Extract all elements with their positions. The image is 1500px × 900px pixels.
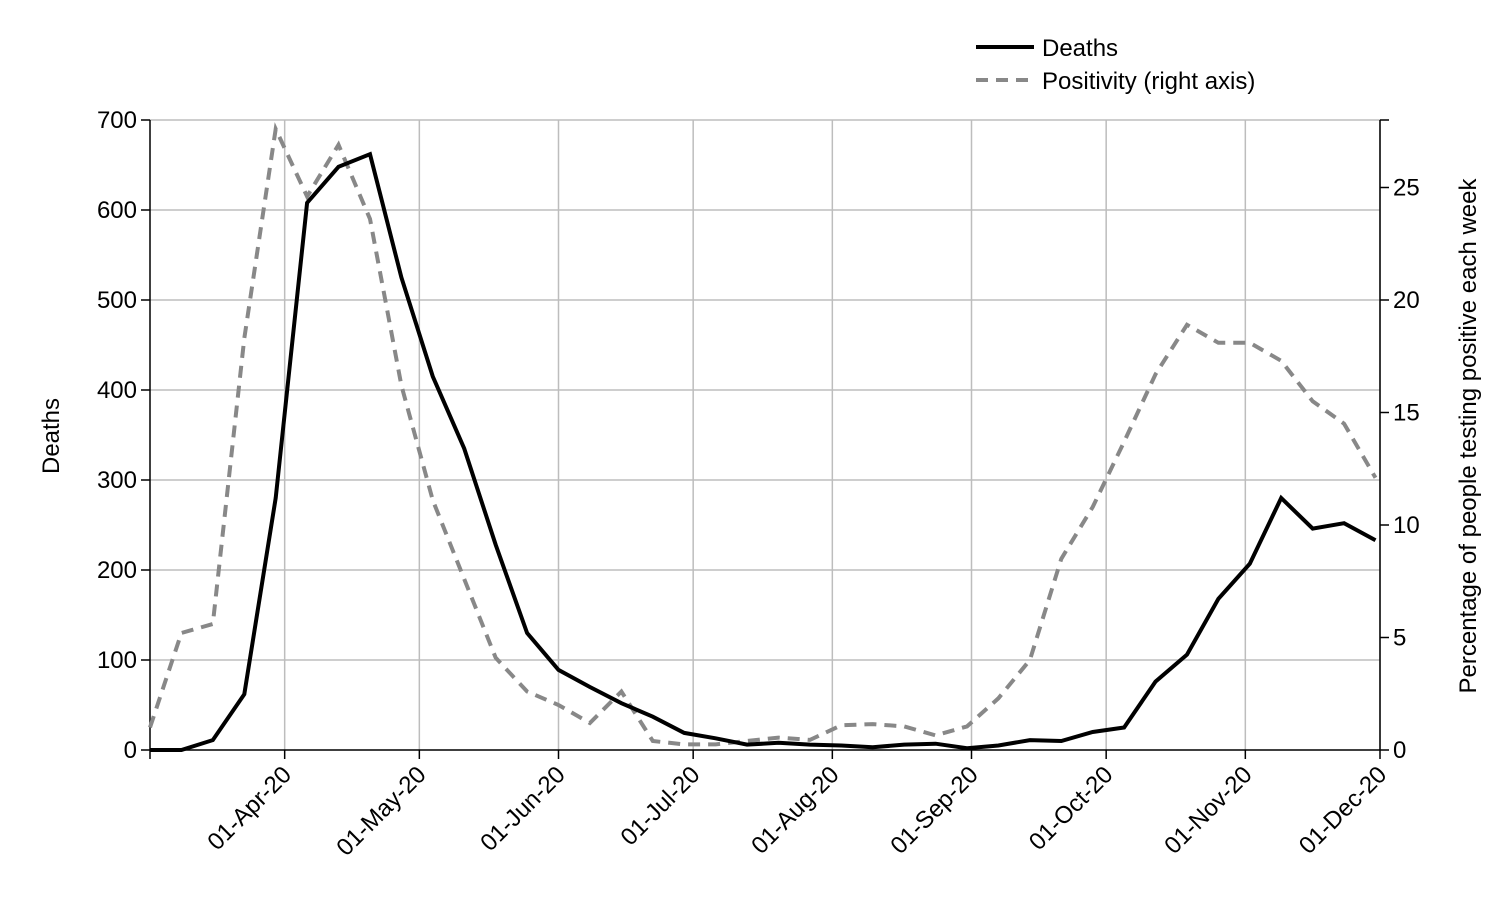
y-tick-label: 0: [124, 737, 137, 764]
y2-axis-title: Percentage of people testing positive ea…: [1455, 178, 1482, 694]
x-tick-label: 01-Jun-20: [475, 761, 571, 857]
y-tick-label: 100: [97, 647, 137, 674]
y-tick-label: 700: [97, 107, 137, 134]
x-tick-label: 01-Apr-20: [202, 761, 297, 856]
legend: Deaths Positivity (right axis): [976, 35, 1255, 95]
right-axis-ticks: 0 5 10 15 20 25: [1380, 119, 1420, 764]
left-axis-ticks: 0 100 200 300 400 500 600 700: [97, 107, 150, 764]
y2-tick-label: 15: [1393, 400, 1420, 427]
x-tick-label: 01-Oct-20: [1024, 761, 1119, 856]
x-tick-label: 01-Nov-20: [1159, 761, 1257, 859]
y-tick-label: 200: [97, 557, 137, 584]
series-line-deaths: [150, 151, 1377, 752]
y2-tick-label: 10: [1393, 512, 1420, 539]
y-tick-label: 300: [97, 467, 137, 494]
y-axis-title: Deaths: [38, 398, 65, 474]
legend-label-deaths: Deaths: [1042, 35, 1118, 62]
series-line-positivity: [148, 122, 1378, 747]
series-layer: [148, 122, 1378, 752]
y-tick-label: 600: [97, 197, 137, 224]
y2-tick-label: 5: [1393, 625, 1406, 652]
y2-tick-label: 25: [1393, 175, 1420, 202]
y2-tick-label: 20: [1393, 287, 1420, 314]
x-tick-label: 01-Jul-20: [616, 761, 706, 851]
y2-tick-label: 0: [1393, 737, 1406, 764]
y-tick-label: 400: [97, 377, 137, 404]
x-tick-label: 01-Aug-20: [746, 761, 844, 859]
axes: [149, 120, 1381, 751]
x-tick-label: 01-Sep-20: [885, 761, 983, 859]
x-tick-label: 01-Dec-20: [1294, 761, 1392, 859]
y-tick-label: 500: [97, 287, 137, 314]
x-tick-label: 01-May-20: [331, 761, 431, 861]
legend-label-positivity: Positivity (right axis): [1042, 68, 1255, 95]
gridlines: [150, 119, 1381, 750]
x-axis-ticks: 01-Apr-20 01-May-20 01-Jun-20 01-Jul-20 01-A…: [149, 750, 1392, 861]
